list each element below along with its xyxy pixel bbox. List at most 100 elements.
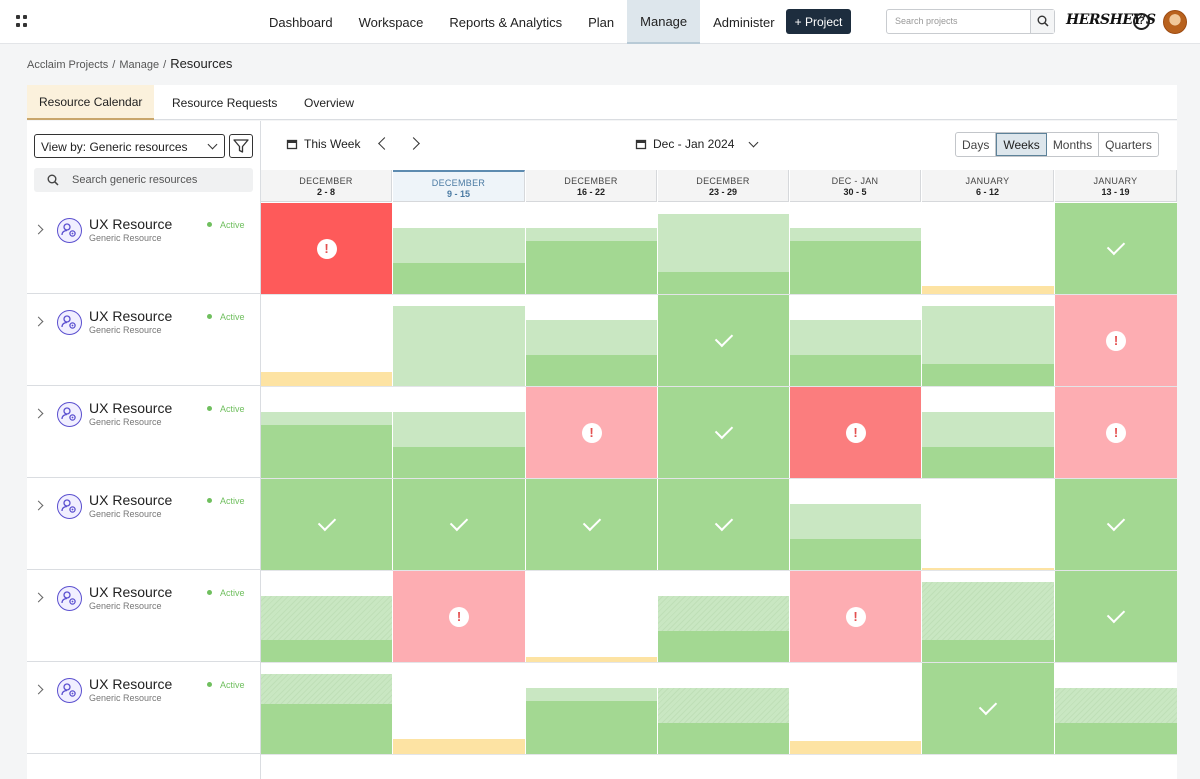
resource-row[interactable]: UX Resource Generic Resource Active	[27, 662, 260, 754]
week-header[interactable]: DECEMBER 16 - 22	[526, 170, 657, 202]
allocation-cell[interactable]: !	[790, 387, 921, 478]
nav-administer[interactable]: Administer	[713, 14, 775, 30]
chevron-right-icon[interactable]	[33, 592, 44, 603]
allocation-cell[interactable]	[658, 203, 789, 294]
allocation-cell[interactable]	[658, 295, 789, 386]
allocation-cell[interactable]	[261, 479, 392, 570]
date-range-picker[interactable]: Dec - Jan 2024	[635, 137, 759, 151]
tab-resource-calendar[interactable]: Resource Calendar	[27, 85, 155, 120]
allocation-cell[interactable]	[1055, 571, 1177, 662]
resource-gear-icon	[57, 402, 82, 427]
resource-row[interactable]: UX Resource Generic Resource Active	[27, 478, 260, 570]
allocation-cell[interactable]	[922, 663, 1054, 754]
allocation-bar	[790, 241, 921, 294]
view-by-select[interactable]: View by: Generic resources	[34, 134, 225, 158]
check-icon	[1106, 604, 1126, 623]
allocation-cell[interactable]	[658, 663, 789, 754]
week-header[interactable]: DECEMBER 2 - 8	[261, 170, 392, 202]
new-project-button[interactable]: + Project	[786, 9, 851, 34]
tab-resource-requests[interactable]: Resource Requests	[172, 95, 278, 110]
week-header[interactable]: DECEMBER 9 - 15	[393, 170, 525, 202]
breadcrumb-acclaim-projects[interactable]: Acclaim Projects	[27, 59, 109, 71]
tab-overview[interactable]: Overview	[304, 95, 355, 110]
status-badge: Active	[207, 588, 245, 598]
week-days: 2 - 8	[316, 187, 335, 197]
app-grid-icon[interactable]	[16, 15, 29, 28]
allocation-cell[interactable]: !	[393, 571, 525, 662]
allocation-cell[interactable]	[393, 479, 525, 570]
allocation-cell[interactable]	[526, 571, 657, 662]
allocation-cell[interactable]	[790, 203, 921, 294]
allocation-cell[interactable]	[922, 203, 1054, 294]
allocation-cell[interactable]	[1055, 203, 1177, 294]
allocation-cell[interactable]	[526, 203, 657, 294]
resource-name: UX Resource	[89, 492, 173, 508]
allocation-cell[interactable]	[790, 295, 921, 386]
allocation-cell[interactable]	[526, 663, 657, 754]
chevron-right-icon[interactable]	[33, 500, 44, 511]
chevron-right-icon[interactable]	[33, 408, 44, 419]
allocation-cell[interactable]	[1055, 479, 1177, 570]
breadcrumb: Acclaim Projects / Manage / Resources	[27, 56, 232, 71]
allocation-cell[interactable]	[393, 387, 525, 478]
allocation-cell[interactable]: !	[526, 387, 657, 478]
generic-resource-search-input[interactable]: Search generic resources	[34, 168, 253, 192]
allocation-cell[interactable]: !	[1055, 295, 1177, 386]
allocation-cell[interactable]	[261, 571, 392, 662]
allocation-cell[interactable]	[922, 295, 1054, 386]
allocation-cell[interactable]	[261, 387, 392, 478]
allocation-cell[interactable]	[922, 387, 1054, 478]
chevron-right-icon[interactable]	[33, 684, 44, 695]
allocation-cell[interactable]	[658, 571, 789, 662]
nav-manage[interactable]: Manage	[627, 0, 701, 44]
allocation-cell[interactable]	[526, 479, 657, 570]
resource-row[interactable]: UX Resource Generic Resource Active	[27, 202, 260, 294]
breadcrumb-manage[interactable]: Manage	[119, 59, 160, 71]
allocation-cell[interactable]	[790, 479, 921, 570]
check-icon	[449, 512, 469, 531]
allocation-cell[interactable]	[922, 571, 1054, 662]
nav-workspace[interactable]: Workspace	[358, 14, 424, 30]
week-header[interactable]: DEC - JAN 30 - 5	[790, 170, 921, 202]
scale-months[interactable]: Months	[1047, 133, 1100, 156]
allocation-cell[interactable]	[261, 663, 392, 754]
nav-reports-analytics[interactable]: Reports & Analytics	[449, 14, 563, 30]
check-icon	[714, 328, 733, 347]
avatar[interactable]	[1163, 10, 1187, 34]
allocation-cell[interactable]	[393, 295, 525, 386]
allocation-cell[interactable]	[922, 479, 1054, 570]
project-search-input[interactable]: Search projects	[886, 9, 1055, 34]
row-divider	[261, 478, 1177, 479]
resource-name: UX Resource	[89, 676, 173, 692]
allocation-cell[interactable]: !	[790, 571, 921, 662]
chevron-right-icon[interactable]	[33, 316, 44, 327]
allocation-cell[interactable]	[1055, 663, 1177, 754]
week-header[interactable]: JANUARY 13 - 19	[1055, 170, 1177, 202]
resource-row[interactable]: UX Resource Generic Resource Active	[27, 386, 260, 478]
help-icon[interactable]: ?	[1133, 13, 1150, 30]
resource-row[interactable]: UX Resource Generic Resource Active	[27, 294, 260, 386]
this-week-button[interactable]: This Week	[286, 137, 360, 151]
allocation-cell[interactable]	[393, 203, 525, 294]
allocation-cell[interactable]	[393, 663, 525, 754]
scale-weeks[interactable]: Weeks	[996, 133, 1047, 156]
allocation-cell[interactable]	[261, 295, 392, 386]
week-header[interactable]: JANUARY 6 - 12	[922, 170, 1054, 202]
allocation-cell[interactable]: !	[1055, 387, 1177, 478]
week-header[interactable]: DECEMBER 23 - 29	[658, 170, 789, 202]
allocation-cell[interactable]	[658, 479, 789, 570]
nav-plan[interactable]: Plan	[588, 14, 615, 30]
chevron-right-icon[interactable]	[33, 224, 44, 235]
nav-dashboard[interactable]: Dashboard	[269, 14, 333, 30]
allocation-cell[interactable]	[526, 295, 657, 386]
scale-days[interactable]: Days	[956, 133, 997, 156]
allocation-cell[interactable]: !	[261, 203, 392, 294]
alert-icon: !	[316, 238, 337, 259]
filter-button[interactable]	[229, 134, 253, 158]
search-button[interactable]	[1030, 10, 1054, 33]
allocation-cell[interactable]	[790, 663, 921, 754]
chevron-down-icon	[748, 137, 759, 147]
scale-quarters[interactable]: Quarters	[1105, 137, 1152, 152]
allocation-cell[interactable]	[658, 387, 789, 478]
resource-row[interactable]: UX Resource Generic Resource Active	[27, 570, 260, 662]
